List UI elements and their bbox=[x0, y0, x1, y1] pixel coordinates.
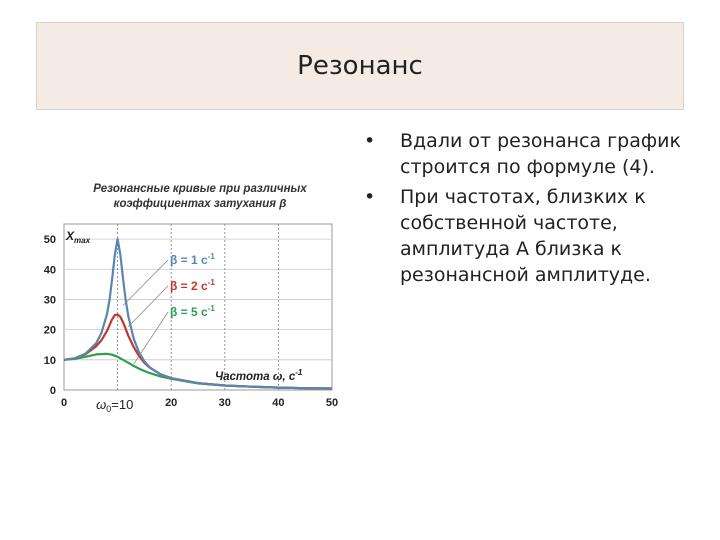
x-tick-label: 0 bbox=[61, 397, 67, 409]
x-tick-labels: 0 20 30 40 50 bbox=[61, 397, 338, 409]
series-line-1 bbox=[63, 237, 333, 390]
legend-entry-beta-5: β = 5 с-1 bbox=[170, 304, 215, 319]
x-axis-label: Частота ω, с-1 bbox=[215, 368, 303, 383]
y-tick-label: 20 bbox=[44, 325, 56, 337]
legend-entry-beta-2: β = 2 с-1 bbox=[170, 278, 215, 293]
bullet-symbol: • bbox=[364, 130, 376, 152]
legend-leader-line bbox=[122, 259, 169, 306]
y-tick-label: 10 bbox=[44, 355, 56, 367]
y-axis-label: Xmax bbox=[65, 229, 91, 245]
resonance-chart: Резонансные кривые при различных коэффиц… bbox=[30, 176, 350, 416]
y-tick-labels: 0 10 20 30 40 50 bbox=[44, 234, 56, 397]
resonance-frequency-label: ω0=10 bbox=[96, 397, 133, 414]
bullet-item: • Вдали от резонанса график строится по … bbox=[362, 128, 682, 180]
y-tick-label: 30 bbox=[44, 294, 56, 306]
slide-title-box: Резонанс bbox=[36, 22, 684, 110]
y-tick-label: 0 bbox=[50, 385, 56, 397]
x-tick-label: 50 bbox=[326, 397, 338, 409]
x-tick-label: 20 bbox=[165, 397, 177, 409]
chart-svg: Резонансные кривые при различных коэффиц… bbox=[44, 183, 338, 414]
chart-title-line-1: Резонансные кривые при различных bbox=[93, 183, 307, 195]
bullet-text: При частотах, близких к собственной част… bbox=[400, 186, 651, 286]
y-tick-label: 50 bbox=[44, 234, 56, 246]
legend-leader-line bbox=[128, 285, 169, 327]
legend: β = 1 с-1 β = 2 с-1 β = 5 с-1 bbox=[122, 252, 215, 365]
x-tick-label: 40 bbox=[272, 397, 284, 409]
legend-leader-line bbox=[133, 311, 169, 365]
bullet-item: • При частотах, близких к собственной ча… bbox=[362, 184, 682, 288]
bullet-list: • Вдали от резонанса график строится по … bbox=[362, 128, 682, 292]
y-tick-label: 40 bbox=[44, 264, 56, 276]
bullet-text: Вдали от резонанса график строится по фо… bbox=[400, 130, 681, 178]
bullet-symbol: • bbox=[364, 186, 376, 208]
slide-title: Резонанс bbox=[297, 51, 423, 81]
series-lines bbox=[63, 237, 333, 390]
x-tick-label: 30 bbox=[219, 397, 231, 409]
chart-title-line-2: коэффициентах затухания β bbox=[114, 198, 287, 210]
legend-entry-beta-1: β = 1 с-1 bbox=[170, 252, 215, 267]
